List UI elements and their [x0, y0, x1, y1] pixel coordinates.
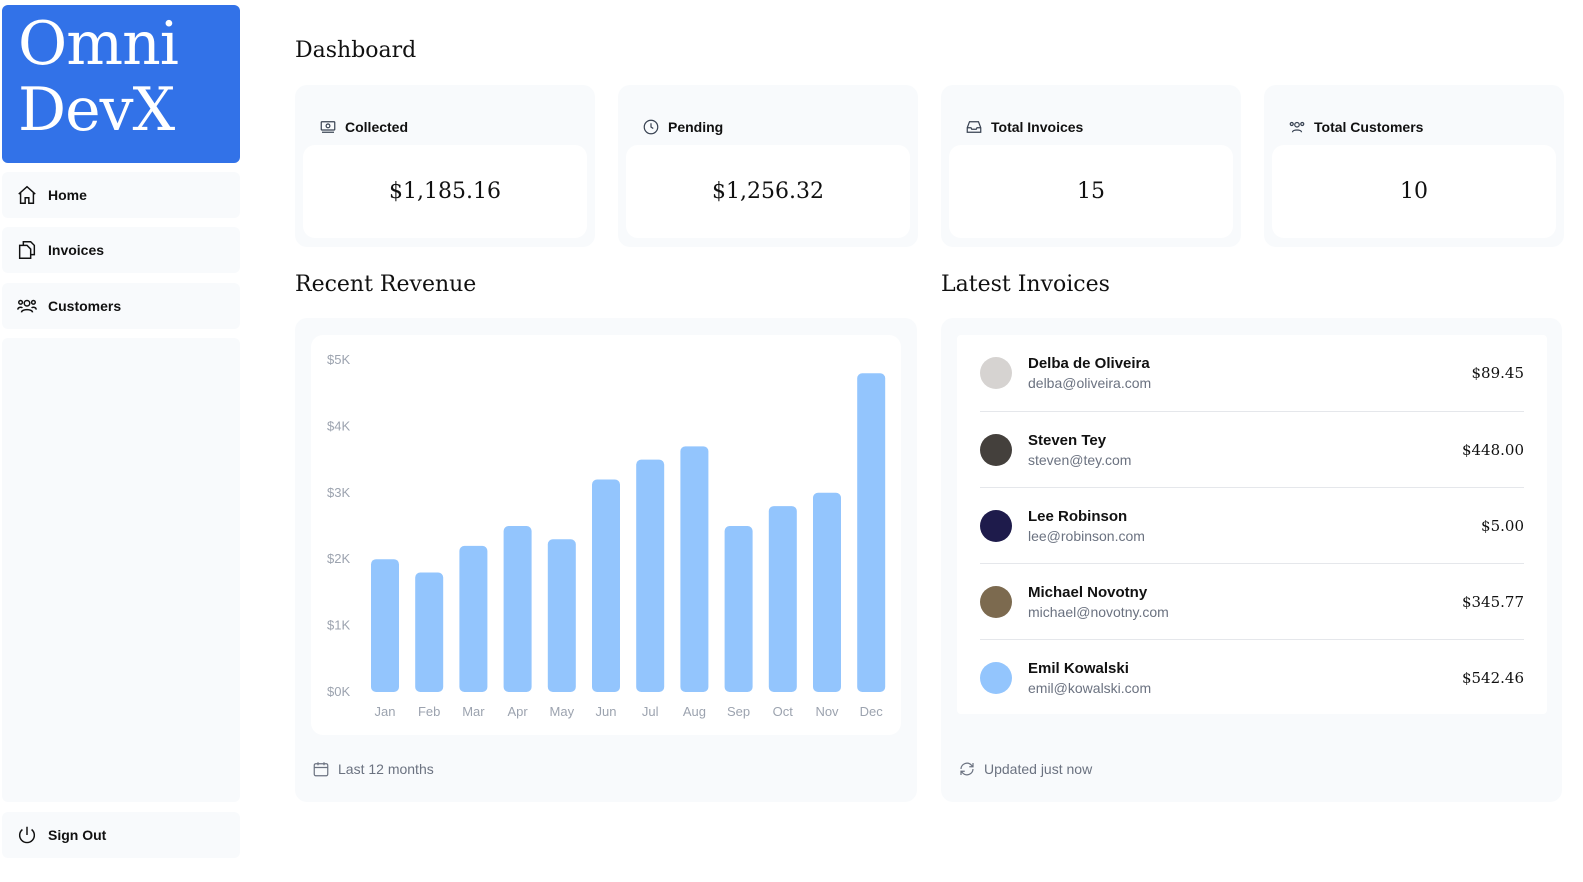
customer-email: lee@robinson.com — [1028, 527, 1145, 544]
bar-jun — [592, 479, 620, 692]
home-icon — [18, 185, 36, 204]
bar-mar — [459, 545, 488, 692]
inbox-icon — [966, 121, 982, 133]
logo[interactable]: Omni DevX — [2, 5, 240, 163]
customer-email: steven@tey.com — [1028, 451, 1132, 468]
customer-name: Emil Kowalski — [1028, 659, 1129, 677]
invoice-amount: $345.77 — [1461, 592, 1524, 611]
card-total-customers: Total Customers 10 — [1264, 85, 1564, 247]
bar-apr — [503, 526, 532, 692]
customer-name: Steven Tey — [1028, 431, 1107, 449]
y-tick-label: $0K — [327, 684, 350, 699]
refresh-icon — [960, 762, 974, 776]
card-value: 15 — [949, 145, 1233, 238]
bar-aug — [680, 446, 709, 692]
bar-sep — [724, 526, 753, 692]
sign-out-button[interactable]: Sign Out — [2, 812, 240, 858]
avatar — [980, 585, 1012, 618]
x-tick-label: Aug — [683, 704, 706, 719]
x-tick-label: Nov — [815, 704, 839, 719]
power-icon — [18, 826, 36, 844]
card-pending: Pending $1,256.32 — [618, 85, 918, 247]
card-value: $1,256.32 — [626, 145, 910, 238]
revenue-title: Recent Revenue — [295, 272, 477, 297]
sidebar-item-customers[interactable]: Customers — [2, 283, 240, 329]
bar-nov — [813, 492, 841, 692]
clock-icon — [643, 119, 659, 135]
revenue-footer: Last 12 months — [312, 760, 434, 778]
invoice-amount: $5.00 — [1481, 516, 1524, 535]
y-tick-label: $2K — [327, 551, 350, 566]
card-title: Collected — [345, 119, 409, 135]
customer-email: emil@kowalski.com — [1028, 679, 1152, 696]
customer-name: Lee Robinson — [1028, 507, 1128, 525]
latest-invoices-title: Latest Invoices — [941, 272, 1110, 297]
sidebar-item-home[interactable]: Home — [2, 172, 240, 218]
document-duplicate-icon — [18, 241, 36, 259]
customer-email: delba@oliveira.com — [1028, 375, 1152, 391]
bar-jan — [371, 559, 399, 692]
card-total-invoices: Total Invoices 15 — [941, 85, 1241, 247]
avatar — [980, 357, 1012, 389]
latest-invoices-panel: Delba de Oliveira delba@oliveira.com $89.4… — [941, 318, 1562, 802]
invoice-amount: $542.46 — [1461, 668, 1524, 687]
page-title: Dashboard — [295, 38, 417, 63]
revenue-chart: $5K $4K $3K $2K $1K $0K Jan Feb Mar Apr May Jun Jul A… — [311, 335, 901, 735]
customer-email: michael@novotny.com — [1028, 603, 1169, 620]
invoice-row[interactable]: Delba de Oliveira delba@oliveira.com $89.4… — [980, 335, 1524, 411]
card-title: Pending — [668, 119, 724, 135]
invoices-footer: Updated just now — [958, 760, 1092, 778]
invoice-row[interactable]: Steven Tey steven@tey.com $448.00 — [980, 411, 1524, 487]
y-tick-label: $3K — [327, 485, 350, 500]
sidebar-item-invoices[interactable]: Invoices — [2, 227, 240, 273]
invoice-amount: $89.45 — [1471, 364, 1525, 382]
customer-name: Michael Novotny — [1028, 583, 1148, 601]
y-tick-label: $4K — [327, 418, 350, 433]
x-tick-label: May — [550, 704, 575, 719]
user-group-icon — [1289, 121, 1305, 133]
invoice-row[interactable]: Lee Robinson lee@robinson.com $5.00 — [980, 487, 1524, 563]
y-tick-label: $5K — [327, 352, 350, 367]
user-group-icon — [17, 299, 37, 313]
avatar — [980, 509, 1012, 542]
x-tick-label: Jun — [596, 704, 617, 719]
sidebar-spacer — [2, 338, 240, 802]
x-tick-label: Apr — [507, 704, 528, 719]
y-tick-label: $1K — [327, 618, 350, 633]
bar-oct — [768, 506, 797, 692]
x-tick-label: Sep — [727, 704, 750, 719]
invoice-row[interactable]: Michael Novotny michael@novotny.com $345.7… — [980, 563, 1524, 639]
revenue-panel: $5K $4K $3K $2K $1K $0K Jan Feb Mar Apr May Jun Jul A… — [295, 318, 917, 802]
card-collected: Collected $1,185.16 — [295, 85, 595, 247]
card-title: Total Customers — [1314, 119, 1424, 135]
x-tick-label: Feb — [418, 704, 440, 719]
x-tick-label: Dec — [860, 704, 884, 719]
invoice-amount: $448.00 — [1461, 440, 1524, 459]
bar-jul — [636, 459, 665, 692]
x-tick-label: Oct — [773, 704, 794, 719]
invoice-row[interactable]: Emil Kowalski emil@kowalski.com $542.46 — [980, 639, 1524, 715]
customer-name: Delba de Oliveira — [1028, 355, 1150, 372]
banknotes-icon — [320, 121, 336, 133]
card-title: Total Invoices — [991, 119, 1084, 135]
x-tick-label: Jan — [375, 704, 396, 719]
calendar-icon — [313, 762, 329, 777]
bar-dec — [857, 373, 886, 692]
x-tick-label: Mar — [462, 704, 485, 719]
bar-may — [547, 539, 576, 692]
avatar — [980, 661, 1012, 694]
x-tick-label: Jul — [642, 704, 659, 719]
card-value: 10 — [1272, 145, 1556, 238]
avatar — [980, 433, 1012, 466]
bar-feb — [415, 572, 444, 692]
card-value: $1,185.16 — [303, 145, 587, 238]
